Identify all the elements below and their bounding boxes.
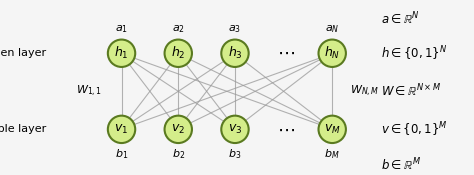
Text: $h_2$: $h_2$	[171, 45, 185, 61]
Text: $a_N$: $a_N$	[325, 23, 339, 35]
Text: $b_2$: $b_2$	[172, 147, 185, 161]
Text: $a \in \mathbb{R}^N$: $a \in \mathbb{R}^N$	[381, 11, 419, 27]
Text: $b \in \mathbb{R}^M$: $b \in \mathbb{R}^M$	[381, 157, 421, 174]
Text: $v \in \{0,1\}^M$: $v \in \{0,1\}^M$	[381, 120, 447, 139]
Text: $v_2$: $v_2$	[171, 123, 185, 136]
Text: $h_3$: $h_3$	[228, 45, 242, 61]
Ellipse shape	[319, 40, 346, 67]
Ellipse shape	[108, 40, 135, 67]
Text: $h_N$: $h_N$	[324, 45, 340, 61]
Ellipse shape	[164, 116, 192, 143]
Text: $b_1$: $b_1$	[115, 147, 128, 161]
Ellipse shape	[319, 116, 346, 143]
Text: $W \in \mathbb{R}^{N\times M}$: $W \in \mathbb{R}^{N\times M}$	[381, 83, 441, 100]
Text: $h \in \{0,1\}^N$: $h \in \{0,1\}^N$	[381, 44, 447, 62]
Text: $a_2$: $a_2$	[172, 23, 185, 35]
Ellipse shape	[221, 116, 249, 143]
Ellipse shape	[221, 40, 249, 67]
Ellipse shape	[108, 116, 135, 143]
Text: $h_1$: $h_1$	[114, 45, 129, 61]
Text: $W_{1,1}$: $W_{1,1}$	[76, 84, 102, 99]
Text: $a_3$: $a_3$	[228, 23, 242, 35]
Text: $a_1$: $a_1$	[115, 23, 128, 35]
Text: $b_M$: $b_M$	[324, 147, 340, 161]
Text: $v_M$: $v_M$	[324, 123, 340, 136]
Text: $v_3$: $v_3$	[228, 123, 242, 136]
Text: $\cdots$: $\cdots$	[277, 44, 295, 62]
Text: visible layer: visible layer	[0, 124, 46, 134]
Text: $\cdots$: $\cdots$	[277, 120, 295, 138]
Text: $v_1$: $v_1$	[115, 123, 128, 136]
Ellipse shape	[164, 40, 192, 67]
Text: $b_3$: $b_3$	[228, 147, 242, 161]
Text: hidden layer: hidden layer	[0, 48, 46, 58]
Text: $W_{N,M}$: $W_{N,M}$	[350, 84, 379, 99]
